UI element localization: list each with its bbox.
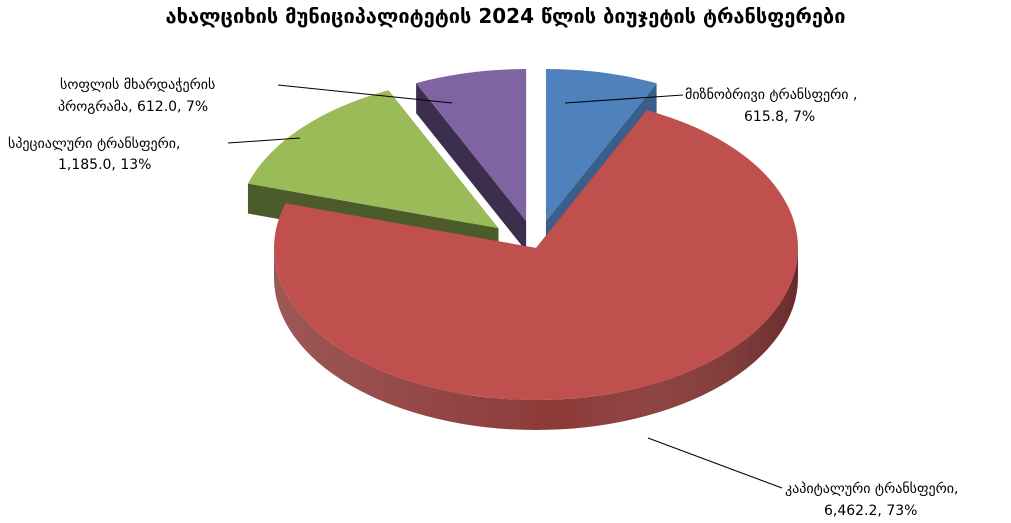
- slice-label-special-category: სპეციალური ტრანსფერი,: [8, 135, 180, 152]
- slice-label-targeted-value: 615.8, 7%: [744, 109, 815, 125]
- slice-targeted[interactable]: [545, 69, 657, 222]
- slice-label-village-category: სოფლის მხარდაჭერის: [60, 76, 215, 93]
- slice-label-village-line2-text: პროგრამა, 612.0, 7%: [58, 98, 208, 115]
- slice-special[interactable]: [247, 90, 499, 229]
- chart-title: ახალციხის მუნიციპალიტეტის 2024 წლის ბიუჯ…: [165, 4, 846, 28]
- slice-label-special-value: 1,185.0, 13%: [58, 157, 151, 173]
- slice-label-village-line2: პროგრამა,: [58, 98, 137, 115]
- slice-label-targeted-category: მიზნობრივი ტრანსფერი ,: [685, 86, 857, 103]
- slice-label-capital-value: 6,462.2, 73%: [824, 503, 917, 519]
- leader-line-targeted: [564, 94, 684, 104]
- slice-village-wall-start: [416, 83, 527, 252]
- leader-line-special: [227, 137, 301, 144]
- slice-capital[interactable]: [274, 110, 799, 401]
- slice-capital-side-shade: [274, 248, 798, 430]
- slice-label-village-line1: სოფლის მხარდაჭერის: [60, 76, 215, 93]
- slice-village[interactable]: [416, 69, 527, 222]
- leader-line-capital: [647, 437, 783, 489]
- slice-label-capital-category: კაპიტალური ტრანსფერი,: [785, 480, 958, 497]
- slice-label-village-value: 612.0, 7%: [137, 99, 208, 115]
- leader-line-village: [277, 84, 453, 104]
